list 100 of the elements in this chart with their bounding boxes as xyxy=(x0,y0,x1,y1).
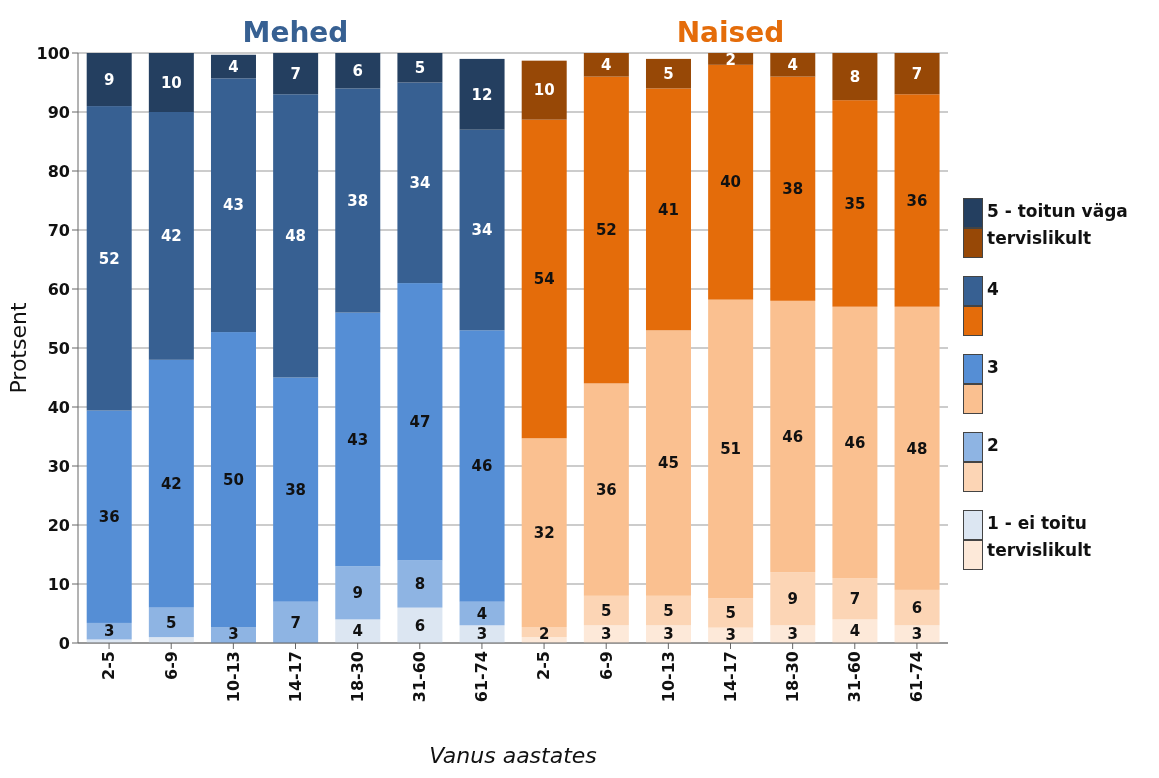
data-label: 46 xyxy=(782,427,804,446)
y-tick-label: 40 xyxy=(47,397,70,417)
bar xyxy=(583,383,629,596)
x-tick-label: 2-5 xyxy=(534,651,554,680)
bar xyxy=(832,306,878,579)
data-label: 36 xyxy=(595,480,617,499)
x-tick-label: 18-30 xyxy=(348,651,367,703)
data-label: 38 xyxy=(347,191,369,210)
data-label: 38 xyxy=(782,179,804,198)
data-label: 6 xyxy=(911,598,923,617)
bar xyxy=(894,306,940,590)
bar xyxy=(459,601,505,626)
data-label: 38 xyxy=(285,480,307,499)
data-label: 7 xyxy=(911,64,923,83)
bar xyxy=(459,58,505,130)
bar xyxy=(148,53,194,112)
data-label: 5 xyxy=(725,604,736,623)
bar xyxy=(210,332,256,628)
y-tick-label: 70 xyxy=(47,220,70,240)
data-label: 34 xyxy=(409,174,431,193)
bar xyxy=(708,299,754,599)
bar xyxy=(583,595,629,626)
bar xyxy=(397,560,443,608)
text: Naised xyxy=(675,16,786,49)
bar xyxy=(335,88,381,313)
data-label: 32 xyxy=(533,523,555,542)
data-label: 50 xyxy=(223,470,244,489)
x-tick-label: 31-60 xyxy=(845,651,865,703)
data-label: 51 xyxy=(720,440,742,459)
data-label: 46 xyxy=(844,433,866,452)
data-label: 35 xyxy=(844,194,866,213)
data-label: 3 xyxy=(911,625,923,644)
bar xyxy=(894,589,940,626)
bar xyxy=(645,595,691,626)
y-tick-label: 20 xyxy=(47,515,70,535)
bar xyxy=(397,607,443,643)
data-label: 3 xyxy=(725,625,736,644)
y-tick-label: 50 xyxy=(47,338,70,358)
data-label: 3 xyxy=(476,625,488,644)
data-label: 7 xyxy=(290,613,301,632)
data-label: 7 xyxy=(849,590,861,608)
x-tick-label: 14-17 xyxy=(720,651,740,703)
data-label: 5 xyxy=(663,601,674,620)
data-label: 4 xyxy=(849,622,861,641)
bar xyxy=(770,53,816,77)
bar xyxy=(335,312,381,567)
data-label: 3 xyxy=(601,625,612,644)
data-label: 9 xyxy=(352,584,363,603)
data-label: 9 xyxy=(103,70,115,89)
data-label: 36 xyxy=(98,507,120,526)
x-tick-label: 14-17 xyxy=(285,651,305,703)
bar xyxy=(521,438,567,628)
data-label: 2 xyxy=(725,51,736,69)
y-tick-label: 0 xyxy=(58,633,70,653)
bar xyxy=(86,410,132,623)
data-label: 8 xyxy=(414,575,426,594)
x-tick-label: 6-9 xyxy=(161,651,181,680)
bar xyxy=(86,106,132,411)
bar xyxy=(832,578,878,620)
data-label: 9 xyxy=(787,590,798,608)
legend-label: 4 xyxy=(987,279,999,299)
x-tick-label: 10-13 xyxy=(658,651,678,703)
bar xyxy=(273,377,319,602)
data-label: 12 xyxy=(471,85,493,104)
bar xyxy=(583,53,629,77)
y-axis-title: Protsent xyxy=(5,302,31,394)
data-label: 4 xyxy=(476,604,488,623)
data-label: 36 xyxy=(906,191,928,210)
bar xyxy=(210,78,256,333)
data-label: 8 xyxy=(849,67,861,86)
x-tick-label: 18-30 xyxy=(783,651,802,703)
x-tick-label: 31-60 xyxy=(410,651,430,703)
bar xyxy=(894,94,940,307)
y-tick-label: 60 xyxy=(47,279,70,299)
data-label: 46 xyxy=(471,457,493,476)
y-tick-label: 100 xyxy=(36,43,70,63)
x-tick-label: 61-74 xyxy=(472,651,492,703)
bar xyxy=(521,60,567,120)
data-label: 5 xyxy=(601,601,612,620)
data-label: 3 xyxy=(228,625,239,644)
data-label: 4 xyxy=(352,622,363,641)
bar xyxy=(397,283,443,561)
bar xyxy=(645,330,691,596)
bar xyxy=(645,58,691,89)
bar xyxy=(708,598,754,628)
x-axis-title: Vanus aastates xyxy=(429,743,597,768)
data-label: 42 xyxy=(160,474,182,493)
legend-label: 5 - toitun väga tervislikult xyxy=(987,201,1128,248)
data-label: 43 xyxy=(223,196,244,215)
data-label: 3 xyxy=(663,625,674,644)
data-label: 5 xyxy=(166,613,177,632)
data-label: 4 xyxy=(601,56,612,75)
x-tick-label: 61-74 xyxy=(907,651,927,703)
bar xyxy=(770,76,816,301)
bar xyxy=(894,53,940,95)
legend-label: 1 - ei toitu tervislikult xyxy=(987,513,1092,560)
bar xyxy=(521,119,567,439)
bar xyxy=(832,619,878,643)
data-label: 40 xyxy=(720,173,742,192)
data-label: 48 xyxy=(285,227,307,246)
